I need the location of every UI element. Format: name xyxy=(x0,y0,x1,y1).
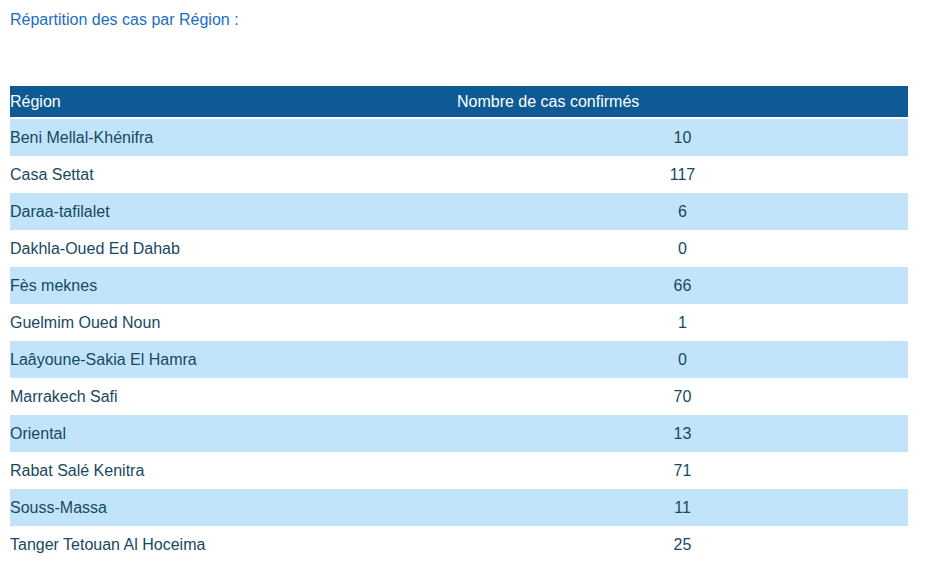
cases-cell: 0 xyxy=(457,230,908,267)
region-cell: Souss-Massa xyxy=(10,489,457,526)
cases-cell: 70 xyxy=(457,378,908,415)
region-cell: Oriental xyxy=(10,415,457,452)
header-row: Région Nombre de cas confirmés xyxy=(10,86,908,118)
table-row: Tanger Tetouan Al Hoceima 25 xyxy=(10,526,908,563)
region-cell: Daraa-tafilalet xyxy=(10,193,457,230)
table-row: Guelmim Oued Noun 1 xyxy=(10,304,908,341)
table-row: Oriental 13 xyxy=(10,415,908,452)
region-cell: Fès meknes xyxy=(10,267,457,304)
column-header-region: Région xyxy=(10,86,457,118)
table-row: Casa Settat 117 xyxy=(10,156,908,193)
table-row: Beni Mellal-Khénifra 10 xyxy=(10,118,908,156)
region-cell: Marrakech Safi xyxy=(10,378,457,415)
cases-cell: 10 xyxy=(457,118,908,156)
cases-cell: 6 xyxy=(457,193,908,230)
table-row: Marrakech Safi 70 xyxy=(10,378,908,415)
cases-cell: 71 xyxy=(457,452,908,489)
table-header: Région Nombre de cas confirmés xyxy=(10,86,908,118)
table-row: Daraa-tafilalet 6 xyxy=(10,193,908,230)
table-row: Souss-Massa 11 xyxy=(10,489,908,526)
region-cell: Dakhla-Oued Ed Dahab xyxy=(10,230,457,267)
cases-cell: 13 xyxy=(457,415,908,452)
region-cell: Tanger Tetouan Al Hoceima xyxy=(10,526,457,563)
cases-cell: 0 xyxy=(457,341,908,378)
cases-cell: 1 xyxy=(457,304,908,341)
cases-cell: 117 xyxy=(457,156,908,193)
cases-cell: 66 xyxy=(457,267,908,304)
region-cell: Guelmim Oued Noun xyxy=(10,304,457,341)
region-cell: Rabat Salé Kenitra xyxy=(10,452,457,489)
cases-by-region-table: Région Nombre de cas confirmés Beni Mell… xyxy=(10,86,908,563)
table-row: Fès meknes 66 xyxy=(10,267,908,304)
region-cell: Beni Mellal-Khénifra xyxy=(10,118,457,156)
page-title: Répartition des cas par Région : xyxy=(10,10,940,29)
region-cell: Laâyoune-Sakia El Hamra xyxy=(10,341,457,378)
cases-cell: 25 xyxy=(457,526,908,563)
table-row: Laâyoune-Sakia El Hamra 0 xyxy=(10,341,908,378)
cases-cell: 11 xyxy=(457,489,908,526)
column-header-cases: Nombre de cas confirmés xyxy=(457,86,908,118)
region-cell: Casa Settat xyxy=(10,156,457,193)
table-body: Beni Mellal-Khénifra 10 Casa Settat 117 … xyxy=(10,118,908,563)
table-row: Dakhla-Oued Ed Dahab 0 xyxy=(10,230,908,267)
table-row: Rabat Salé Kenitra 71 xyxy=(10,452,908,489)
